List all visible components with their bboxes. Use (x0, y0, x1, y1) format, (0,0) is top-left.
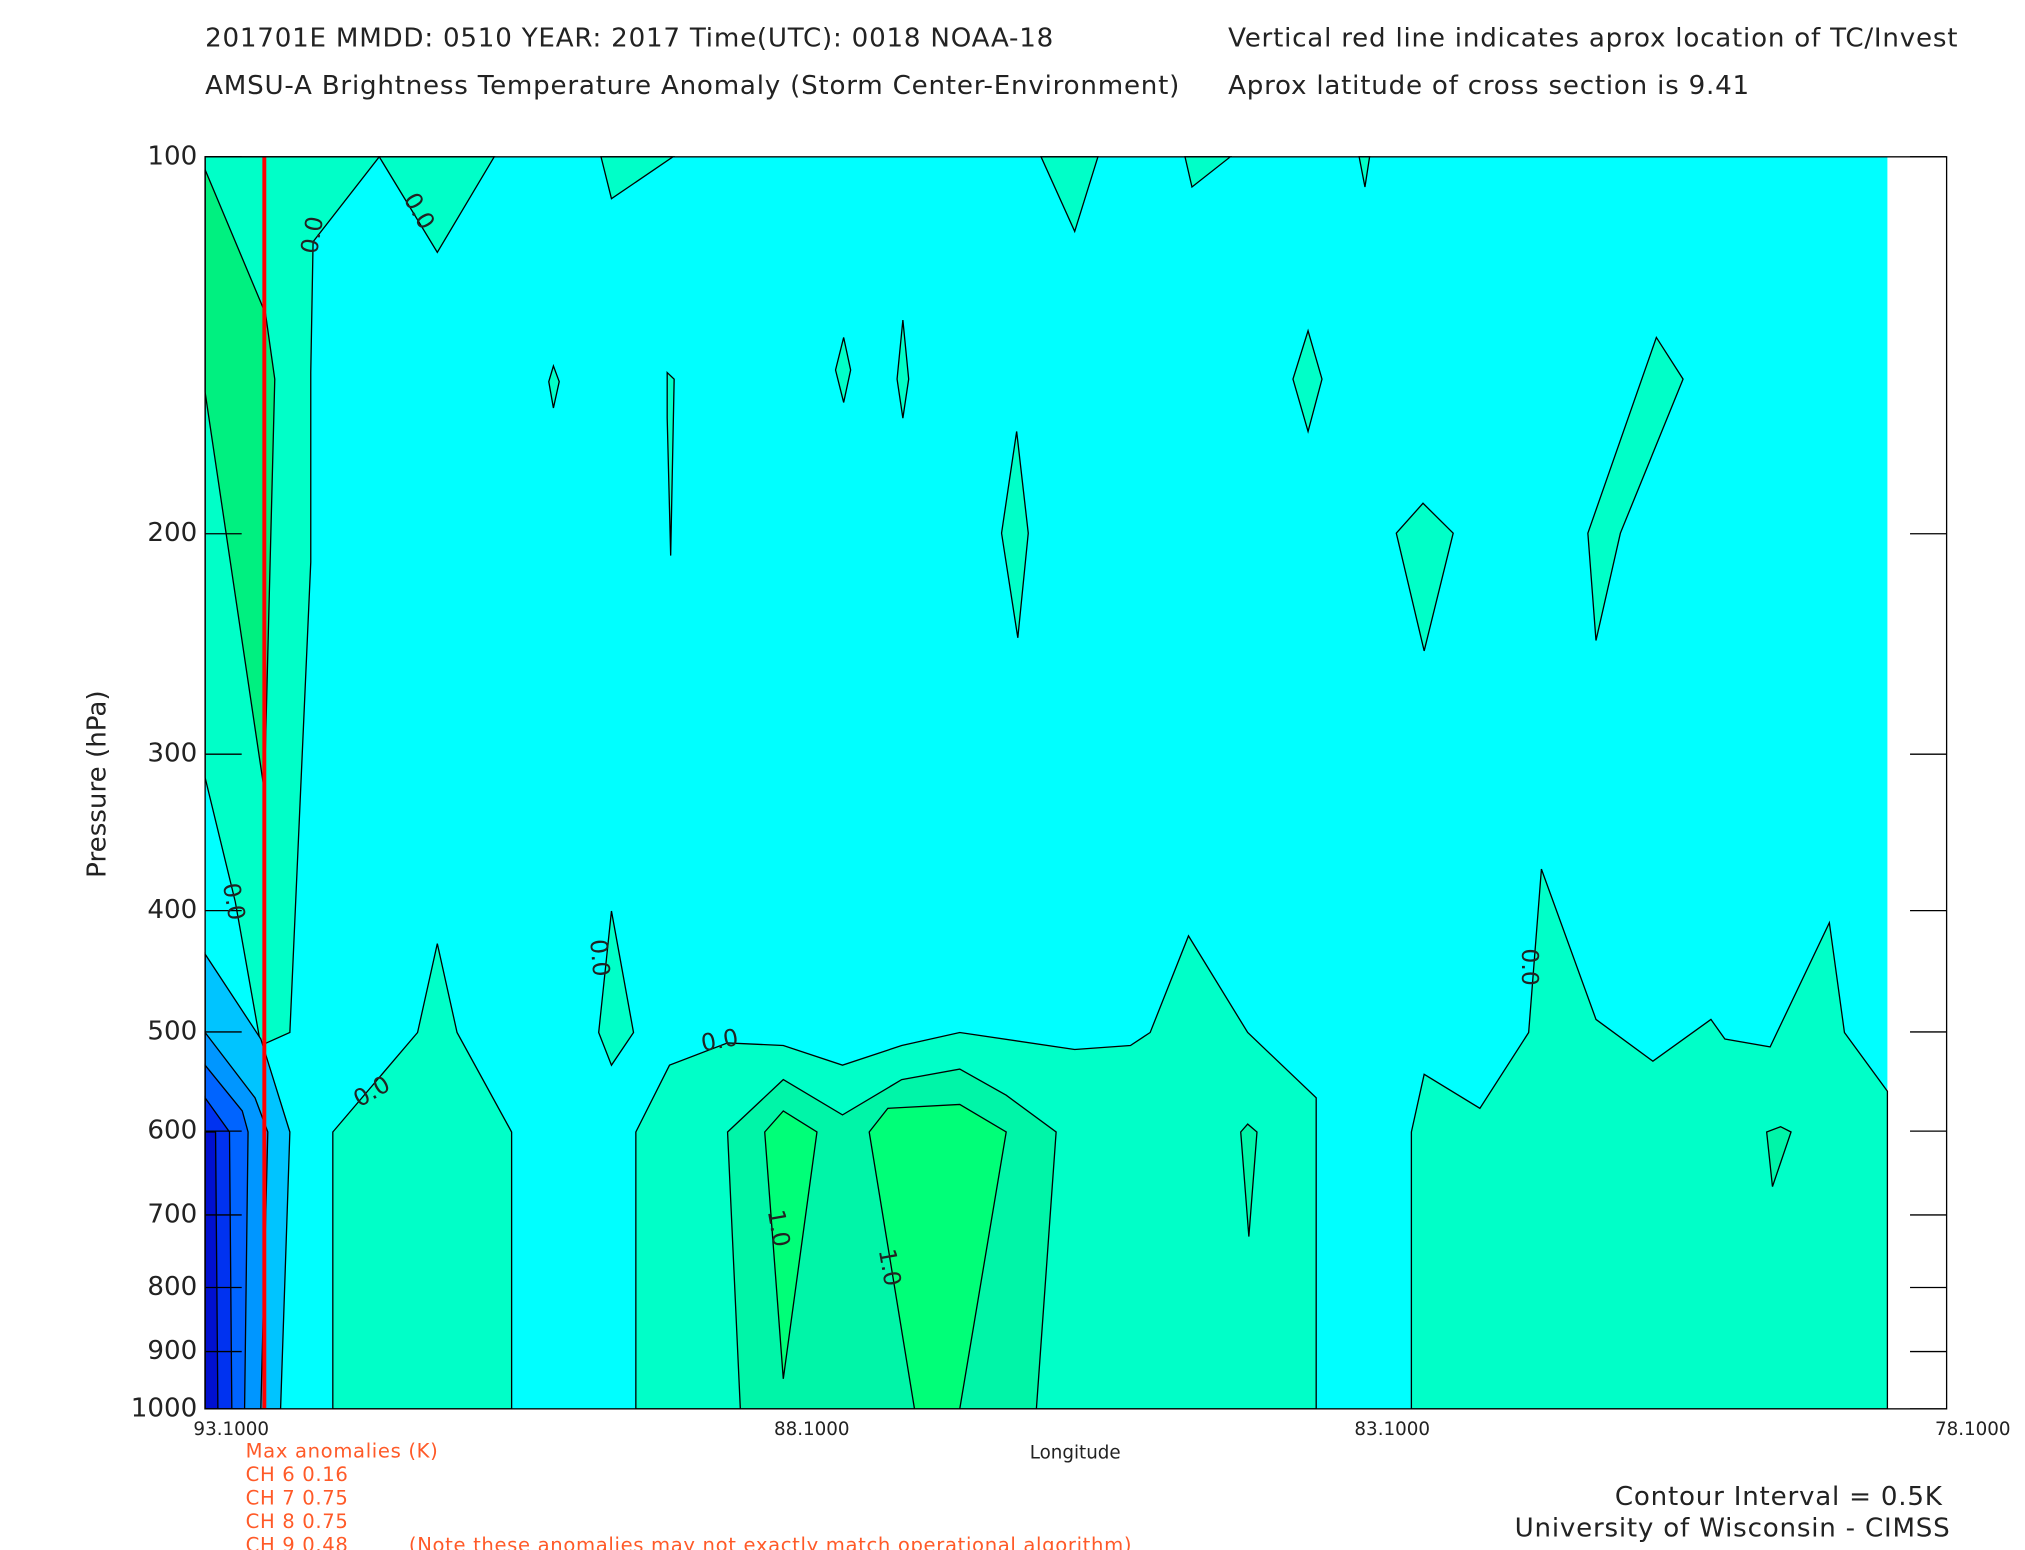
x-tick-label: 78.1000 (1935, 1419, 2011, 1440)
contour-label: 1.0 (762, 1207, 796, 1249)
y-tick-label: 100 (147, 141, 197, 171)
y-tick-label: 600 (147, 1116, 197, 1146)
y-tick-label: 1000 (131, 1393, 197, 1423)
plot-frame (204, 156, 1948, 1410)
credit: University of Wisconsin - CIMSS (1515, 1514, 1951, 1544)
x-tick-label: 93.1000 (193, 1419, 269, 1440)
contour-label: 0.0 (584, 938, 615, 978)
contour-label: 0.0 (217, 881, 251, 923)
y-tick-label: 700 (147, 1199, 197, 1229)
contour-region (1410, 868, 1889, 1410)
contour-region (205, 156, 1888, 1409)
plot-area (204, 156, 1948, 1410)
contour-region (1000, 431, 1029, 638)
x-tick-label: 83.1000 (1354, 1419, 1430, 1440)
y-tick-label: 200 (147, 518, 197, 548)
contour-label: 0.0 (295, 214, 329, 256)
max-anomaly: CH 7 0.75 (246, 1487, 349, 1510)
y-tick-label: 800 (147, 1272, 197, 1302)
max-anomaly: CH 6 0.16 (246, 1463, 349, 1486)
contour-region (896, 319, 910, 419)
chart-title: 201701E MMDD: 0510 YEAR: 2017 Time(UTC):… (205, 24, 1054, 54)
anomaly-note: (Note these anomalies may not exactly ma… (409, 1534, 1132, 1550)
contour-region (204, 1131, 219, 1410)
contour-label: 1.0 (873, 1247, 907, 1289)
contour-interval: Contour Interval = 0.5K (1615, 1482, 1943, 1512)
contour-region (666, 371, 675, 556)
contour-region (1240, 1123, 1258, 1237)
y-tick-label: 300 (147, 739, 197, 769)
max-anomaly: CH 8 0.75 (246, 1510, 349, 1533)
contour-region (598, 910, 635, 1067)
contour-label: 0.0 (1516, 948, 1544, 985)
y-tick-label: 400 (147, 895, 197, 925)
note: Vertical red line indicates aprox locati… (1228, 24, 1958, 54)
contour-region (1587, 335, 1684, 641)
contour-region (1292, 328, 1323, 434)
chart-subtitle: AMSU-A Brightness Temperature Anomaly (S… (205, 71, 1180, 101)
y-tick-label: 500 (147, 1016, 197, 1046)
contour-region (1765, 1126, 1792, 1187)
contour-label: 0.0 (699, 1023, 741, 1057)
max-anomaly: CH 9 0.48 (246, 1534, 349, 1550)
note: Aprox latitude of cross section is 9.41 (1228, 71, 1750, 101)
y-tick-label: 900 (147, 1336, 197, 1366)
x-axis-label: Longitude (1030, 1442, 1121, 1463)
max-anomalies-title: Max anomalies (K) (246, 1439, 439, 1462)
contour-region (548, 363, 560, 409)
contour-region (1395, 502, 1454, 652)
x-tick-label: 88.1000 (774, 1419, 850, 1440)
y-axis-label: Pressure (hPa) (82, 690, 112, 877)
contour-region (834, 337, 852, 403)
contour-region (764, 1110, 818, 1379)
